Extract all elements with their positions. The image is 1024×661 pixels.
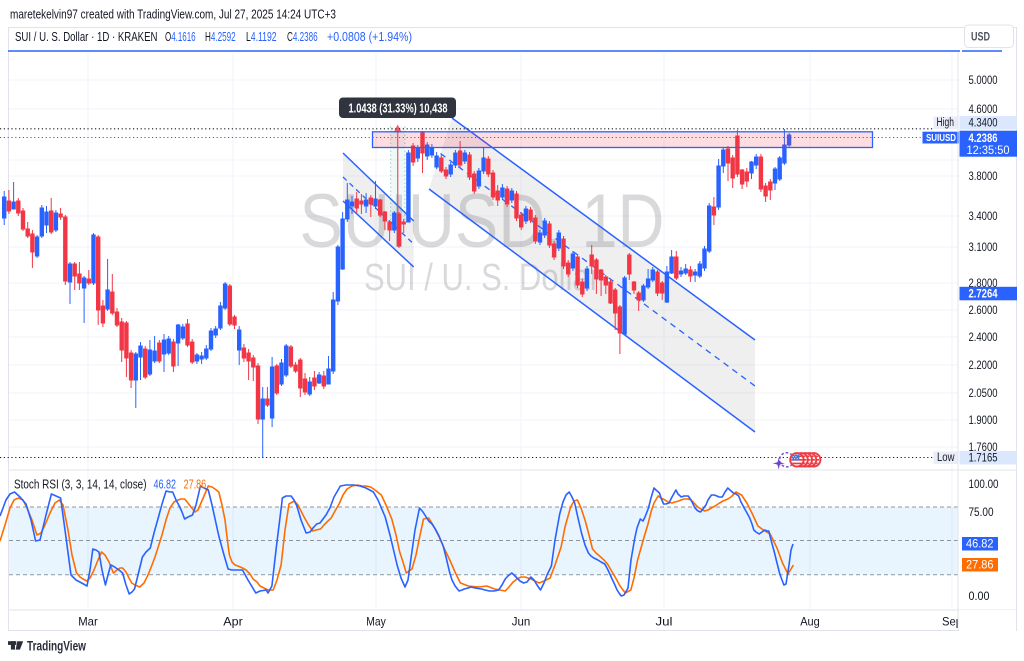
svg-text:May: May	[366, 614, 386, 628]
svg-text:2.2000: 2.2000	[969, 360, 998, 372]
svg-text:TradingView: TradingView	[27, 638, 86, 654]
svg-text:Apr: Apr	[223, 614, 243, 628]
svg-text:Jul: Jul	[656, 614, 673, 628]
svg-text:2.7264: 2.7264	[969, 288, 998, 300]
svg-text:46.82: 46.82	[966, 539, 994, 551]
svg-text:3.1000: 3.1000	[969, 242, 998, 254]
svg-text:Jun: Jun	[512, 614, 531, 628]
svg-text:+0.0808 (+1.94%): +0.0808 (+1.94%)	[327, 30, 412, 44]
svg-text:1.9000: 1.9000	[969, 415, 998, 427]
svg-text:27.86: 27.86	[184, 477, 207, 491]
svg-text:Sep: Sep	[942, 614, 962, 628]
svg-text:C4.2386: C4.2386	[287, 30, 318, 44]
svg-text:High: High	[937, 117, 955, 129]
svg-text:75.00: 75.00	[969, 507, 994, 519]
svg-text:Aug: Aug	[800, 614, 820, 628]
svg-text:5.0000: 5.0000	[969, 75, 998, 87]
svg-text:0.00: 0.00	[969, 591, 990, 603]
svg-text:SUI / U. S. Dollar: SUI / U. S. Dollar	[364, 257, 600, 299]
svg-text:maretekelvin97 created with Tr: maretekelvin97 created with TradingView.…	[10, 8, 336, 22]
svg-text:Mar: Mar	[78, 614, 98, 628]
svg-text:100.00: 100.00	[969, 479, 999, 491]
svg-text:4.6000: 4.6000	[969, 104, 998, 116]
svg-text:O4.1616: O4.1616	[165, 30, 196, 44]
svg-text:1.7165: 1.7165	[969, 452, 998, 464]
svg-text:Low: Low	[937, 452, 955, 464]
svg-text:4.2386: 4.2386	[969, 133, 998, 145]
svg-text:USD: USD	[971, 30, 990, 44]
svg-text:SUI / U. S. Dollar · 1D · KRAK: SUI / U. S. Dollar · 1D · KRAKEN	[15, 29, 158, 44]
svg-text:3.4000: 3.4000	[969, 211, 998, 223]
svg-text:3.8000: 3.8000	[969, 171, 998, 183]
svg-text:4.3400: 4.3400	[969, 117, 998, 129]
svg-text:SUIUSD: SUIUSD	[926, 132, 956, 144]
svg-text:2.6000: 2.6000	[969, 305, 998, 317]
svg-text:2.0500: 2.0500	[969, 388, 998, 400]
svg-text:1.0438 (31.33%) 10,438: 1.0438 (31.33%) 10,438	[349, 102, 448, 116]
svg-text:2.4000: 2.4000	[969, 332, 998, 344]
svg-text:12:35:50: 12:35:50	[967, 145, 1010, 157]
svg-text:Stoch RSI (3, 3, 14, 14, close: Stoch RSI (3, 3, 14, 14, close)	[14, 477, 147, 491]
svg-text:H4.2592: H4.2592	[205, 30, 236, 44]
svg-text:L4.1192: L4.1192	[246, 30, 277, 44]
svg-text:27.86: 27.86	[966, 560, 994, 572]
svg-text:SUIUSD, 1D: SUIUSD, 1D	[300, 179, 665, 264]
svg-text:46.82: 46.82	[154, 477, 177, 491]
